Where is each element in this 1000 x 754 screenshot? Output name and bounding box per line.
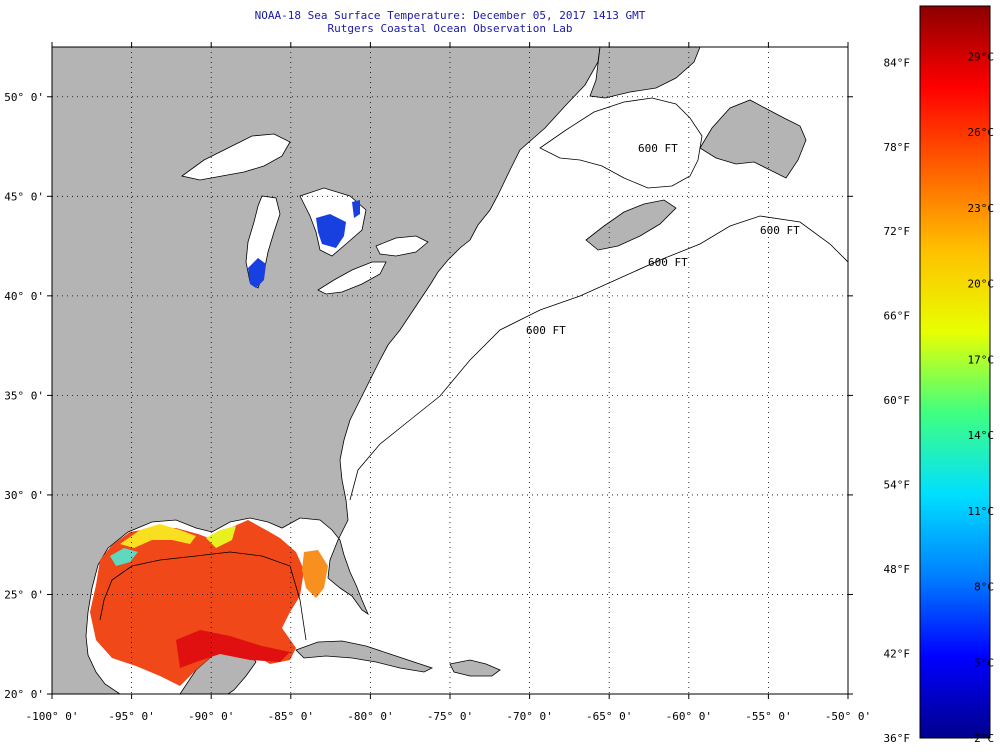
lat-tick-label: 25° 0'	[4, 588, 44, 601]
lake-sst-georgian	[352, 200, 360, 218]
gulf-sst-teal-patch	[110, 548, 138, 566]
land-north-america	[52, 47, 601, 694]
lon-tick-label: -60° 0'	[666, 710, 712, 723]
land-hispaniola	[449, 659, 501, 677]
colorbar-c-label: 8°C	[974, 581, 994, 594]
colorbar-c-label: 11°C	[968, 505, 995, 518]
isobath-600ft-gulf	[99, 551, 307, 641]
colorbar-c-label: 5°C	[974, 656, 994, 669]
land-nova-scotia	[585, 199, 677, 251]
colorbar-celsius-labels: 29°C 26°C 23°C 20°C 17°C 14°C 11°C 8°C 5°C 2°C	[968, 50, 995, 745]
colorbar-c-label: 29°C	[968, 50, 995, 63]
lat-tick-label: 35° 0'	[4, 389, 44, 402]
colorbar-f-label: 42°F	[884, 648, 911, 661]
isobath-label: 600 FT	[760, 224, 800, 237]
colorbar-fahrenheit-labels: 84°F 78°F 72°F 66°F 60°F 54°F 48°F 42°F 36°F	[884, 56, 911, 745]
lat-tick-label: 40° 0'	[4, 290, 44, 303]
colorbar-f-label: 48°F	[884, 563, 911, 576]
colorbar-c-label: 26°C	[968, 126, 995, 139]
isobath-label: 600 FT	[638, 142, 678, 155]
colorbar-c-label: 20°C	[968, 278, 995, 291]
water-gulf-st-lawrence	[539, 97, 703, 189]
latitude-labels: 20° 0' 25° 0' 30° 0' 35° 0' 40° 0' 45° 0' 50° …	[4, 91, 44, 701]
isobath-600ft	[349, 215, 848, 501]
gulf-sst-cool-coastal	[120, 524, 196, 548]
lat-tick-label: 20° 0'	[4, 688, 44, 701]
map-title: NOAA-18 Sea Surface Temperature: Decembe…	[254, 9, 646, 22]
colorbar-f-label: 54°F	[884, 479, 911, 492]
lon-tick-label: -50° 0'	[825, 710, 871, 723]
isobath-label: 600 FT	[648, 256, 688, 269]
lake-sst-michigan	[248, 258, 266, 288]
lon-tick-label: -90° 0'	[188, 710, 234, 723]
lon-tick-label: -95° 0'	[108, 710, 154, 723]
lat-tick-label: 50° 0'	[4, 91, 44, 104]
lat-tick-label: 30° 0'	[4, 489, 44, 502]
colorbar-c-label: 17°C	[968, 353, 995, 366]
lon-tick-label: -75° 0'	[427, 710, 473, 723]
lon-tick-label: -70° 0'	[506, 710, 552, 723]
map-subtitle: Rutgers Coastal Ocean Observation Lab	[327, 22, 573, 35]
colorbar	[919, 5, 991, 739]
land-labrador	[589, 47, 701, 99]
land-newfoundland	[699, 99, 807, 179]
longitude-labels: -100° 0' -95° 0' -90° 0' -85° 0' -80° 0' -75°…	[26, 710, 872, 723]
colorbar-f-label: 60°F	[884, 394, 911, 407]
colorbar-f-label: 36°F	[884, 732, 911, 745]
colorbar-f-label: 72°F	[884, 225, 911, 238]
lat-tick-label: 45° 0'	[4, 190, 44, 203]
lon-tick-label: -85° 0'	[268, 710, 314, 723]
colorbar-f-label: 78°F	[884, 141, 911, 154]
gulf-sst-yellow-bay	[206, 526, 236, 548]
colorbar-c-label: 14°C	[968, 429, 995, 442]
lake-ontario	[375, 235, 429, 257]
colorbar-f-label: 66°F	[884, 310, 911, 323]
lake-sst-huron	[316, 214, 346, 248]
colorbar-c-label: 2°C	[974, 732, 994, 745]
gulf-sst-deep-red	[176, 630, 290, 668]
lake-erie	[317, 261, 387, 295]
gulf-sst-florida-west	[302, 550, 328, 598]
lake-superior	[181, 133, 291, 181]
lon-tick-label: -55° 0'	[745, 710, 791, 723]
lon-tick-label: -80° 0'	[347, 710, 393, 723]
isobath-label: 600 FT	[526, 324, 566, 337]
colorbar-c-label: 23°C	[968, 202, 995, 215]
lon-tick-label: -100° 0'	[26, 710, 79, 723]
lon-tick-label: -65° 0'	[586, 710, 632, 723]
colorbar-f-label: 84°F	[884, 56, 911, 69]
land-cuba	[295, 640, 434, 673]
graticule	[47, 42, 853, 699]
